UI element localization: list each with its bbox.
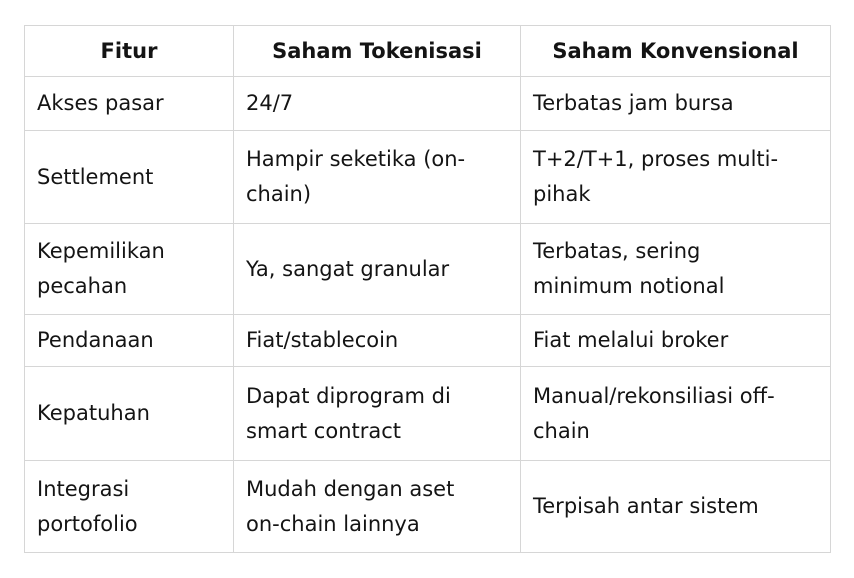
column-header-saham-konvensional: Saham Konvensional	[520, 25, 831, 77]
table-row-akses-pasar: Akses pasar 24/7 Terbatas jam bursa	[24, 76, 831, 131]
table-cell: Terpisah antar sistem	[520, 460, 831, 553]
table-row-integrasi-portofolio: Integrasi portofolio Mudah dengan aset o…	[24, 460, 831, 553]
table-cell: Pendanaan	[24, 314, 234, 367]
table-cell: Kepatuhan	[24, 366, 234, 461]
table-cell: Fiat/stablecoin	[233, 314, 521, 367]
table-cell: Fiat melalui broker	[520, 314, 831, 367]
table-cell: Mudah dengan aset on-chain lainnya	[233, 460, 521, 553]
header-row: Fitur Saham Tokenisasi Saham Konvensiona…	[24, 25, 831, 77]
column-header-fitur: Fitur	[24, 25, 234, 77]
table-row-pendanaan: Pendanaan Fiat/stablecoin Fiat melalui b…	[24, 314, 831, 367]
table-row-settlement: Settlement Hampir seketika (on- chain) T…	[24, 130, 831, 224]
table-cell: 24/7	[233, 76, 521, 131]
table-cell: Terbatas jam bursa	[520, 76, 831, 131]
table-cell: T+2/T+1, proses multi- pihak	[520, 130, 831, 224]
table-cell: Terbatas, sering minimum notional	[520, 223, 831, 315]
table-cell: Kepemilikan pecahan	[24, 223, 234, 315]
comparison-table: Fitur Saham Tokenisasi Saham Konvensiona…	[24, 25, 831, 553]
table-cell: Ya, sangat granular	[233, 223, 521, 315]
column-header-saham-tokenisasi: Saham Tokenisasi	[233, 25, 521, 77]
table-cell: Manual/rekonsiliasi off- chain	[520, 366, 831, 461]
table-cell: Hampir seketika (on- chain)	[233, 130, 521, 224]
table-cell: Settlement	[24, 130, 234, 224]
table-row-kepemilikan-pecahan: Kepemilikan pecahan Ya, sangat granular …	[24, 223, 831, 315]
table-row-kepatuhan: Kepatuhan Dapat diprogram di smart contr…	[24, 366, 831, 461]
table-cell: Akses pasar	[24, 76, 234, 131]
table-cell: Integrasi portofolio	[24, 460, 234, 553]
table-cell: Dapat diprogram di smart contract	[233, 366, 521, 461]
